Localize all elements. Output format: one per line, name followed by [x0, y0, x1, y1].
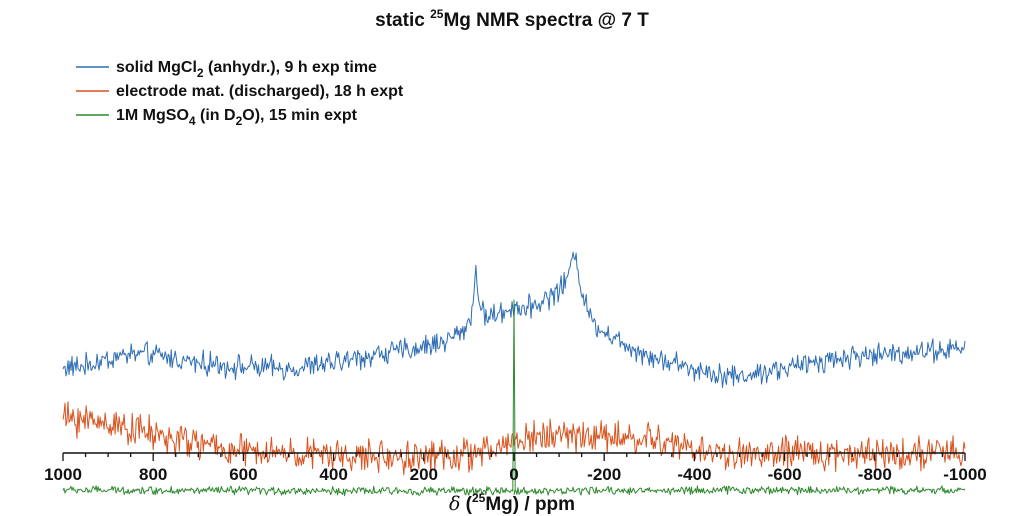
chart-title: static 25Mg NMR spectra @ 7 T [375, 7, 649, 31]
x-axis-label: δ (25Mg) / ppm [449, 491, 575, 515]
chart-title-part: static [375, 10, 430, 31]
legend: solid MgCl2 (anhydr.), 9 h exp time elect… [76, 59, 404, 128]
x-tick-label: -600 [768, 465, 802, 484]
x-axis-label-superscript: 25 [472, 491, 486, 505]
chart-title-part: Mg NMR spectra @ 7 T [443, 10, 649, 31]
x-tick-label: 1000 [44, 465, 82, 484]
x-tick-label: 400 [319, 465, 347, 484]
legend-label-2: electrode mat. (discharged), 18 h expt [116, 83, 404, 100]
legend-label-1: solid MgCl2 (anhydr.), 9 h exp time [116, 59, 377, 80]
x-axis-label-part: Mg) / ppm [485, 494, 575, 515]
x-tick-label: 0 [509, 465, 518, 484]
x-tick-label: -200 [587, 465, 621, 484]
series-line-3 [62, 299, 966, 497]
x-tick-label: -400 [677, 465, 711, 484]
series-line-2 [62, 401, 966, 477]
x-tick-label: 200 [410, 465, 438, 484]
series-layer [62, 251, 966, 497]
legend-label-3: 1M MgSO4 (in D2O), 15 min expt [116, 107, 358, 128]
x-tick-label: 600 [229, 465, 257, 484]
x-axis-label-part: ( [460, 494, 472, 515]
x-tick-label: 800 [139, 465, 167, 484]
chart-title-superscript: 25 [430, 7, 444, 21]
x-axis-label-symbol: δ [449, 493, 460, 515]
x-axis-ticks: 1000 800 600 400 200 0 -200 -400 -600 -800 -1000 [44, 453, 987, 484]
x-tick-label: -1000 [943, 465, 986, 484]
x-tick-label: -800 [858, 465, 892, 484]
